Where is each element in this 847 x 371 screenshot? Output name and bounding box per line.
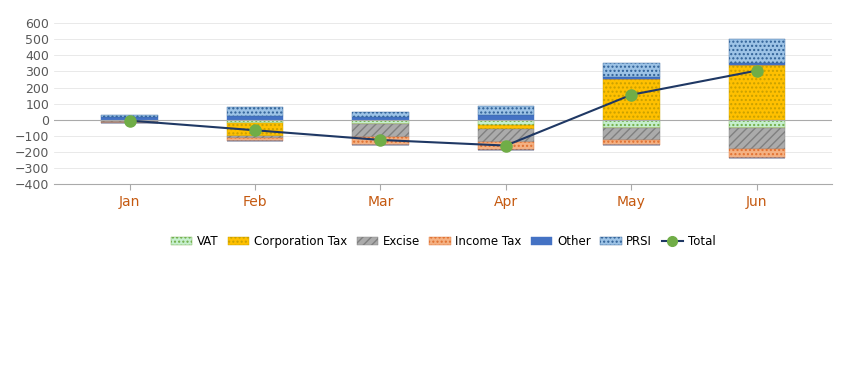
Bar	[603, 79, 660, 120]
Bar	[102, 115, 158, 117]
Bar	[227, 116, 283, 120]
Bar	[352, 137, 408, 145]
Bar	[352, 117, 408, 120]
Bar	[352, 124, 408, 137]
Bar	[227, 138, 283, 141]
Bar	[728, 39, 785, 63]
Bar	[102, 120, 158, 121]
Bar	[728, 149, 785, 158]
Bar	[728, 63, 785, 65]
Bar	[478, 115, 534, 120]
Bar	[603, 140, 660, 145]
Bar	[603, 128, 660, 140]
Bar	[227, 123, 283, 136]
Bar	[227, 107, 283, 116]
Bar	[478, 142, 534, 150]
Bar	[102, 121, 158, 122]
Bar	[227, 120, 283, 123]
Bar	[227, 136, 283, 138]
Legend: VAT, Corporation Tax, Excise, Income Tax, Other, PRSI, Total: VAT, Corporation Tax, Excise, Income Tax…	[166, 230, 720, 253]
Bar	[352, 120, 408, 124]
Bar	[478, 125, 534, 129]
Bar	[478, 120, 534, 125]
Bar	[352, 112, 408, 117]
Bar	[478, 129, 534, 142]
Bar	[102, 122, 158, 123]
Bar	[728, 65, 785, 120]
Bar	[728, 120, 785, 128]
Bar	[603, 63, 660, 77]
Bar	[478, 106, 534, 115]
Bar	[102, 117, 158, 120]
Bar	[603, 77, 660, 79]
Bar	[728, 128, 785, 149]
Bar	[603, 120, 660, 128]
